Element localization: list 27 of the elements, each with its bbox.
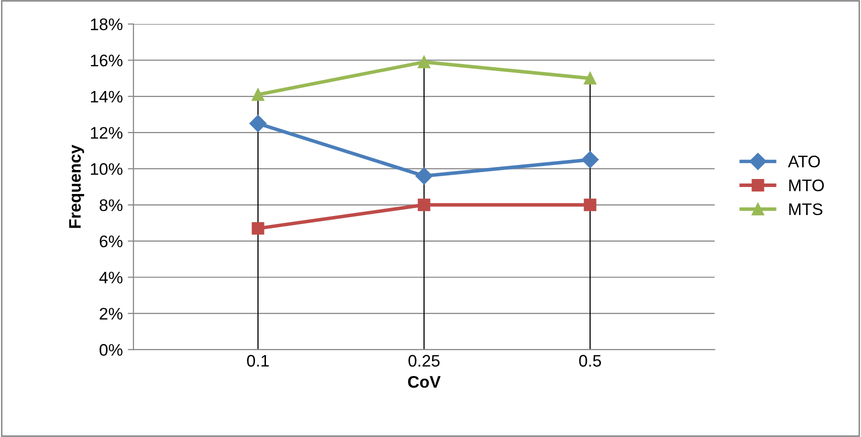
x-tick-label: 0.25 bbox=[408, 354, 440, 367]
y-axis-title: Frequency bbox=[69, 144, 84, 228]
point bbox=[584, 72, 596, 85]
y-tick-label: 14% bbox=[90, 90, 122, 103]
y-tick-label: 12% bbox=[90, 126, 122, 139]
y-tick-label: 4% bbox=[99, 272, 122, 284]
point bbox=[584, 198, 596, 212]
y-tick-label: 6% bbox=[100, 235, 122, 248]
point bbox=[415, 167, 433, 185]
point bbox=[249, 114, 267, 132]
x-tick-label: 0.1 bbox=[247, 354, 269, 367]
x-tick-label: 0.5 bbox=[579, 354, 601, 367]
x-axis-title: CoV bbox=[408, 376, 441, 388]
legend-label: MTS bbox=[789, 203, 822, 216]
legend-label: MTO bbox=[789, 179, 824, 192]
point bbox=[418, 198, 430, 212]
y-tick-label: 8% bbox=[100, 199, 122, 212]
y-tick-label: 0% bbox=[100, 344, 122, 356]
point bbox=[582, 151, 599, 168]
legend-label: ATO bbox=[788, 156, 820, 168]
point bbox=[252, 88, 264, 101]
point bbox=[418, 56, 430, 68]
y-tick-label: 10% bbox=[90, 163, 122, 175]
y-tick-label: 16% bbox=[90, 54, 122, 66]
point bbox=[252, 222, 264, 235]
y-tick-label: 2% bbox=[100, 308, 122, 320]
y-tick-label: 18% bbox=[90, 18, 122, 30]
